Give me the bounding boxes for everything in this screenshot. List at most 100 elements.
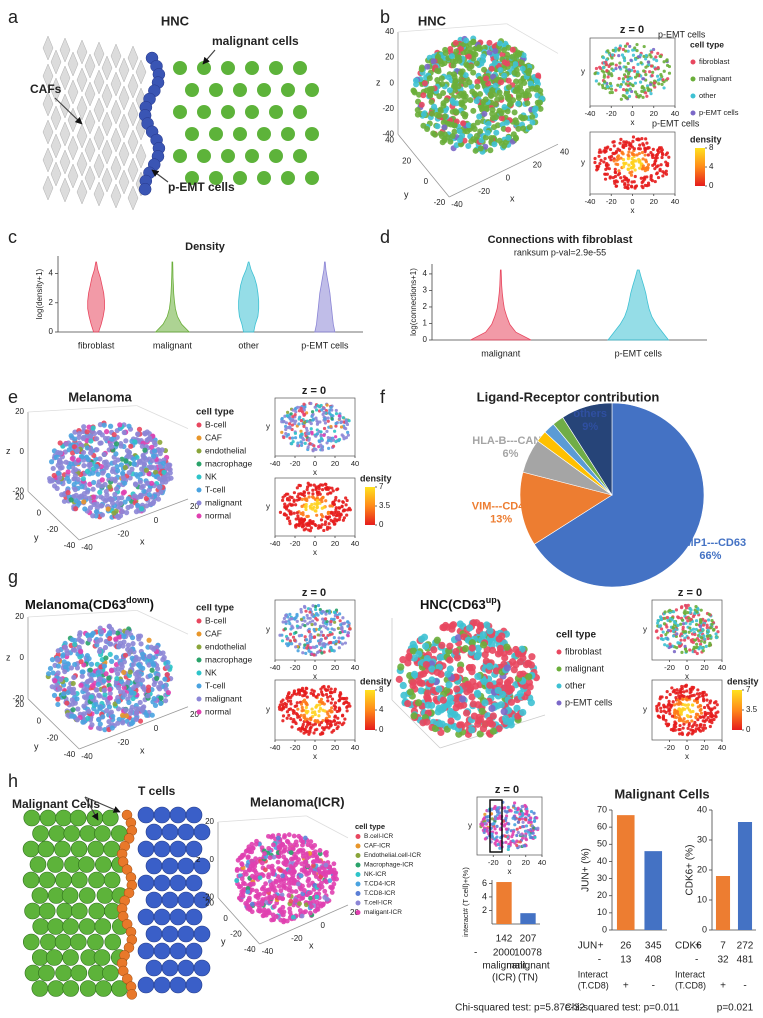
scatter-dot [88,433,94,439]
scatter-dot [97,456,103,462]
scatter-dot [676,623,680,627]
scatter-dot [446,694,455,702]
x-tick-label: -40 [270,663,281,672]
scatter-dot [315,618,319,622]
scatter-dot [71,481,77,488]
scatter-dot [641,164,645,168]
axis-title: y [34,741,39,751]
malignant-cell [78,856,95,873]
scatter-dot [701,690,705,695]
scatter-dot [322,433,326,437]
scatter-dot [330,691,334,695]
axis-title: y [266,502,270,511]
scatter-dot [311,449,315,453]
scatter-dot [312,731,316,735]
x-tick-label: -20 [290,743,301,752]
x-tick-label: malignant [481,348,521,358]
scatter-dot [290,442,294,446]
scatter-dot [422,642,430,650]
axis-title: y [34,532,39,542]
scatter-dot [145,693,151,699]
scatter-dot [526,683,534,691]
scatter-dot [698,625,703,629]
scatter-dot [611,176,615,180]
scatter-dot [151,696,157,702]
malignant-cell [281,83,295,97]
colorbar [365,690,375,730]
scatter-dot [627,68,631,72]
scatter-dot [290,617,294,621]
scatter-dot [85,632,91,638]
scatter-dot [501,654,509,662]
scatter-dot [675,691,680,695]
scatter-dot [314,416,318,420]
scatter-dot [135,682,141,688]
scatter-dot [330,648,334,653]
caf-cell [110,71,122,97]
scatter-dot [690,719,694,723]
scatter-dot [313,604,318,609]
scatter-dot [635,42,639,47]
scatter-dot [466,624,474,632]
malignant-cell [221,149,235,163]
scatter-dot [505,134,512,141]
legend-label: NK [205,667,217,677]
scatter-dot [696,696,700,701]
scatter-dot [302,490,307,495]
legend-marker [196,448,202,454]
scatter-dot [309,401,313,406]
scatter-dot [288,639,292,643]
scatter-dot [683,603,688,608]
axis-title: z [376,78,381,88]
z-tick-label: 0 [20,653,25,662]
scatter-dot [321,496,325,500]
scatter-dot [468,639,476,647]
scatter-dot [433,111,440,118]
scatter-dot [493,77,500,84]
scatter-dot [87,505,94,511]
malignant-cell [209,171,223,185]
scatter-dot [672,620,676,624]
scatter-dot [338,631,342,635]
axis-line [397,134,450,198]
scatter-dot [318,706,323,711]
x-tick-label: 0 [313,459,317,468]
scatter-dot [609,87,614,91]
scatter-dot [303,412,307,416]
colorbar-title: density [360,473,392,483]
scatter-dot [655,165,659,169]
scatter-dot [122,480,128,486]
scatter-dot [326,695,330,699]
scatter-dot [624,65,628,69]
scatter-dot [607,72,611,76]
scatter-dot [668,712,672,716]
legend-marker [196,631,202,637]
scatter-dot [106,623,112,629]
scatter-dot [629,76,633,80]
scatter-dot [333,620,337,624]
scatter-dot [435,685,443,693]
scatter-dot [305,487,309,492]
scatter-dot [449,621,458,629]
scatter-dot [640,184,644,188]
scatter-dot [305,686,309,691]
scatter-dot [342,516,346,520]
colorbar-tick: 7 [746,685,751,694]
scatter-dot [629,184,634,188]
scatter-dot [671,690,675,694]
scatter-dot [688,622,692,626]
scatter-dot [649,151,653,155]
scatter-dot [656,65,660,70]
scatter-dot [95,669,101,676]
scatter-dot [306,445,310,449]
scatter-dot [488,646,497,654]
scatter-dot [312,444,316,448]
scatter-dot [459,132,466,139]
scatter-dot [337,640,341,644]
scatter-dot [641,95,645,99]
scatter-dot [319,630,324,634]
scatter-dot [685,713,690,718]
scatter-dot [68,665,75,671]
scatter-dot [96,429,102,436]
scatter-dot [304,522,309,526]
